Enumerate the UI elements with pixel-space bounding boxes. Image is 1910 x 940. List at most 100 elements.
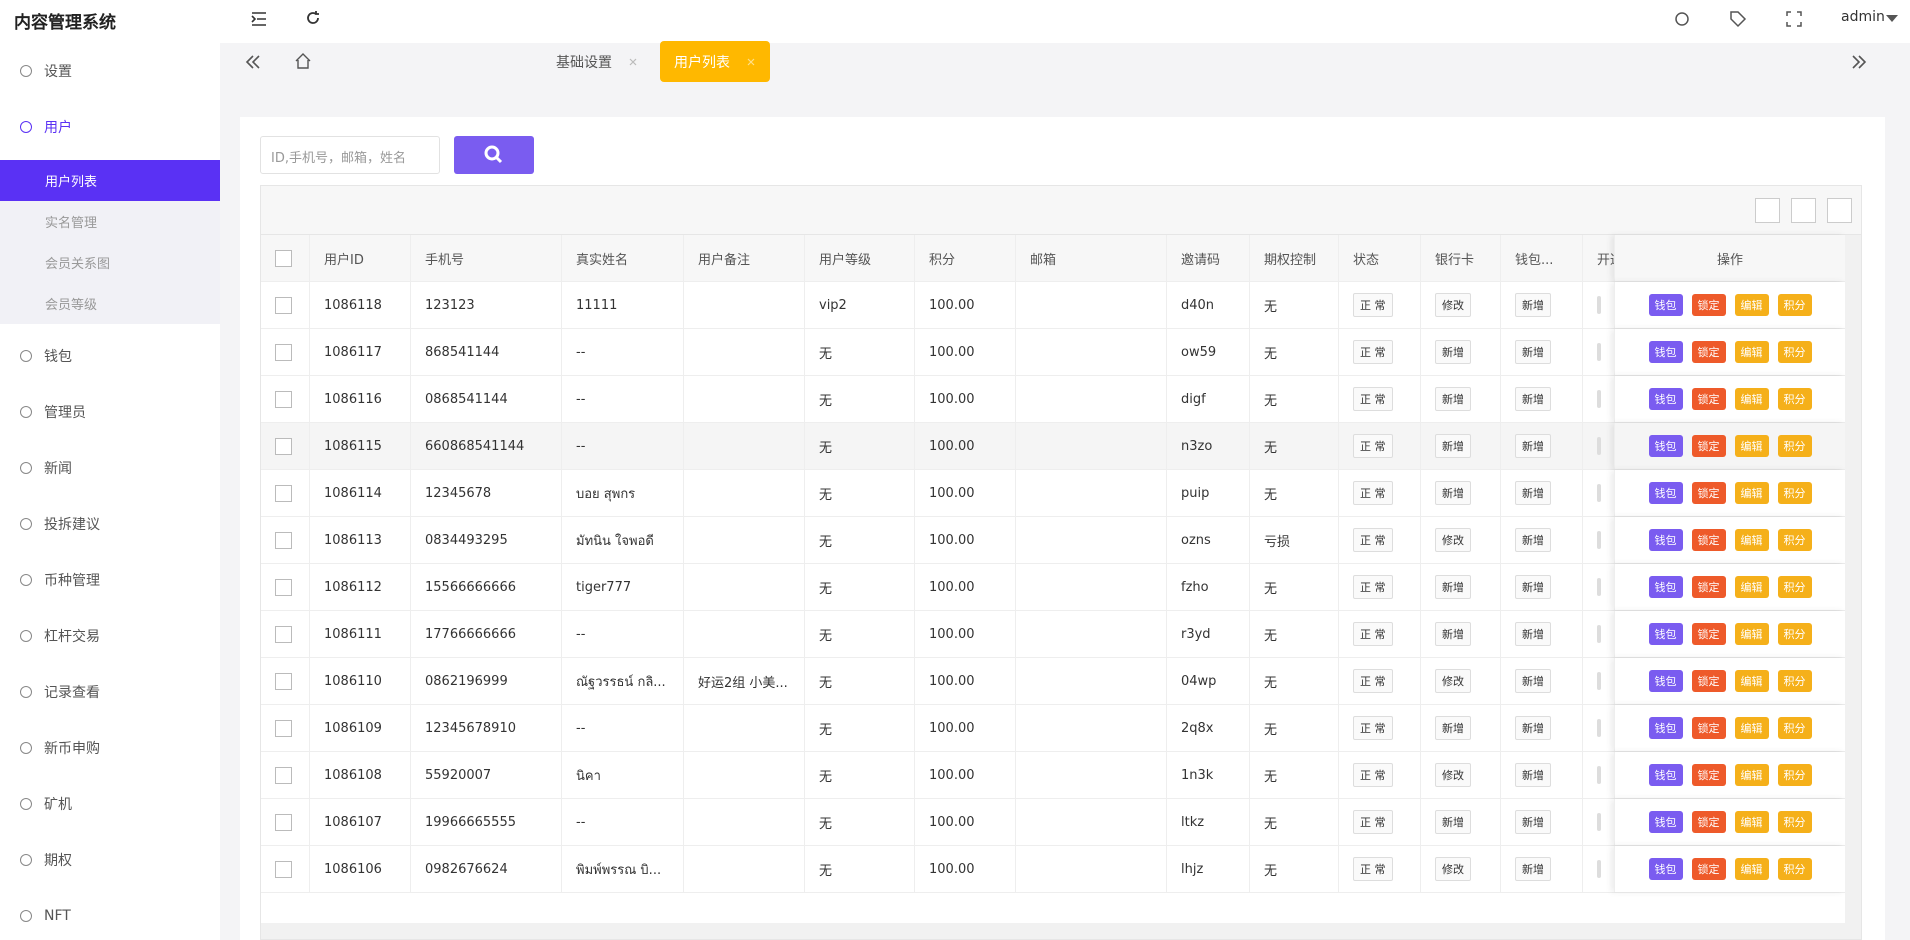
- checkbox[interactable]: [275, 625, 292, 643]
- action-button[interactable]: 钱包: [1648, 623, 1683, 645]
- action-button[interactable]: 钱包: [1648, 435, 1683, 457]
- wallet-tag[interactable]: 新增: [1515, 857, 1551, 881]
- checkbox[interactable]: [275, 766, 292, 784]
- action-button[interactable]: 编辑: [1734, 811, 1769, 833]
- table-row[interactable]: 1086107 19966665555 -- 无 100.00 ltkz 无 正 常 新增 新增 钱…: [261, 799, 1861, 846]
- checkbox[interactable]: [275, 719, 292, 737]
- menu-toggle[interactable]: [250, 10, 268, 28]
- toggle[interactable]: [1597, 860, 1601, 878]
- action-button[interactable]: 锁定: [1691, 388, 1726, 410]
- bank-tag[interactable]: 新增: [1435, 716, 1471, 740]
- checkbox[interactable]: [275, 672, 292, 690]
- menu-item[interactable]: 投拆建议: [0, 496, 220, 552]
- checkbox[interactable]: [275, 578, 292, 596]
- menu-item[interactable]: NFT: [0, 888, 220, 940]
- search-input[interactable]: ID,手机号，邮箱，姓名: [260, 136, 440, 174]
- tabs-left[interactable]: [244, 53, 262, 71]
- action-button[interactable]: 积分: [1777, 811, 1812, 833]
- user-caret[interactable]: [1886, 15, 1898, 28]
- action-button[interactable]: 锁定: [1691, 670, 1726, 692]
- wallet-tag[interactable]: 新增: [1515, 387, 1551, 411]
- wallet-tag[interactable]: 新增: [1515, 434, 1551, 458]
- action-button[interactable]: 编辑: [1734, 623, 1769, 645]
- action-button[interactable]: 积分: [1777, 388, 1812, 410]
- user-name[interactable]: admin: [1841, 9, 1885, 25]
- theme-icon[interactable]: [1673, 10, 1691, 28]
- refresh[interactable]: [304, 9, 322, 27]
- action-button[interactable]: 钱包: [1648, 576, 1683, 598]
- checkbox[interactable]: [275, 813, 292, 831]
- bank-tag[interactable]: 修改: [1435, 528, 1471, 552]
- menu-item[interactable]: 钱包: [0, 328, 220, 384]
- submenu-item[interactable]: 用户列表: [0, 160, 220, 201]
- checkbox[interactable]: [275, 531, 292, 549]
- fullscreen[interactable]: [1785, 10, 1803, 28]
- checkbox[interactable]: [275, 860, 292, 878]
- action-button[interactable]: 积分: [1777, 341, 1812, 363]
- checkbox[interactable]: [275, 390, 292, 408]
- action-button[interactable]: 积分: [1777, 717, 1812, 739]
- toggle[interactable]: [1597, 625, 1601, 643]
- bank-tag[interactable]: 新增: [1435, 340, 1471, 364]
- table-row[interactable]: 1086108 55920007 นิคา 无 100.00 1n3k 无 正 常 修改 新增 钱包…: [261, 752, 1861, 799]
- wallet-tag[interactable]: 新增: [1515, 622, 1551, 646]
- action-button[interactable]: 锁定: [1691, 576, 1726, 598]
- wallet-tag[interactable]: 新增: [1515, 340, 1551, 364]
- action-button[interactable]: 编辑: [1734, 388, 1769, 410]
- bank-tag[interactable]: 新增: [1435, 575, 1471, 599]
- action-button[interactable]: 积分: [1777, 294, 1812, 316]
- action-button[interactable]: 积分: [1777, 623, 1812, 645]
- action-button[interactable]: 编辑: [1734, 435, 1769, 457]
- menu-item[interactable]: 新闻: [0, 440, 220, 496]
- table-row[interactable]: 1086113 0834493295 มัทนิน ใจพอดี 无 100.00 ozn…: [261, 517, 1861, 564]
- action-button[interactable]: 钱包: [1648, 717, 1683, 739]
- bank-tag[interactable]: 新增: [1435, 434, 1471, 458]
- menu-item[interactable]: 期权: [0, 832, 220, 888]
- tab[interactable]: 用户列表: [660, 41, 770, 82]
- action-button[interactable]: 积分: [1777, 670, 1812, 692]
- bank-tag[interactable]: 修改: [1435, 763, 1471, 787]
- toggle[interactable]: [1597, 390, 1601, 408]
- search-button[interactable]: [454, 136, 534, 174]
- action-button[interactable]: 编辑: [1734, 717, 1769, 739]
- h-scrollbar[interactable]: [261, 923, 1861, 939]
- tab-close[interactable]: [746, 57, 756, 67]
- action-button[interactable]: 钱包: [1648, 341, 1683, 363]
- checkbox[interactable]: [275, 484, 292, 502]
- wallet-tag[interactable]: 新增: [1515, 763, 1551, 787]
- toggle[interactable]: [1597, 484, 1601, 502]
- action-button[interactable]: 锁定: [1691, 529, 1726, 551]
- action-button[interactable]: 编辑: [1734, 764, 1769, 786]
- menu-item[interactable]: 币种管理: [0, 552, 220, 608]
- table-row[interactable]: 1086118 123123 11111 vip2 100.00 d40n 无 正 常 修改 新增…: [261, 282, 1861, 329]
- export-button[interactable]: [1791, 198, 1816, 223]
- menu-item[interactable]: 设置: [0, 43, 220, 99]
- action-button[interactable]: 积分: [1777, 435, 1812, 457]
- action-button[interactable]: 编辑: [1734, 294, 1769, 316]
- action-button[interactable]: 积分: [1777, 576, 1812, 598]
- menu-item[interactable]: 新币申购: [0, 720, 220, 776]
- table-row[interactable]: 1086111 17766666666 -- 无 100.00 r3yd 无 正 常 新增 新增 钱…: [261, 611, 1861, 658]
- checkbox[interactable]: [275, 343, 292, 361]
- toggle[interactable]: [1597, 766, 1601, 784]
- action-button[interactable]: 编辑: [1734, 341, 1769, 363]
- checkbox[interactable]: [275, 296, 292, 314]
- checkbox[interactable]: [275, 249, 292, 267]
- menu-item[interactable]: 矿机: [0, 776, 220, 832]
- table-row[interactable]: 1086116 0868541144 -- 无 100.00 digf 无 正 常 新增 新增 钱包…: [261, 376, 1861, 423]
- action-button[interactable]: 锁定: [1691, 294, 1726, 316]
- action-button[interactable]: 编辑: [1734, 858, 1769, 880]
- action-button[interactable]: 编辑: [1734, 670, 1769, 692]
- wallet-tag[interactable]: 新增: [1515, 575, 1551, 599]
- bank-tag[interactable]: 新增: [1435, 387, 1471, 411]
- action-button[interactable]: 钱包: [1648, 670, 1683, 692]
- menu-item[interactable]: 记录查看: [0, 664, 220, 720]
- action-button[interactable]: 钱包: [1648, 858, 1683, 880]
- bank-tag[interactable]: 新增: [1435, 810, 1471, 834]
- table-row[interactable]: 1086109 12345678910 -- 无 100.00 2q8x 无 正 常 新增 新增 钱…: [261, 705, 1861, 752]
- submenu-item[interactable]: 会员等级: [45, 298, 98, 313]
- action-button[interactable]: 编辑: [1734, 576, 1769, 598]
- action-button[interactable]: 锁定: [1691, 341, 1726, 363]
- wallet-tag[interactable]: 新增: [1515, 716, 1551, 740]
- v-scrollbar[interactable]: [1845, 235, 1861, 939]
